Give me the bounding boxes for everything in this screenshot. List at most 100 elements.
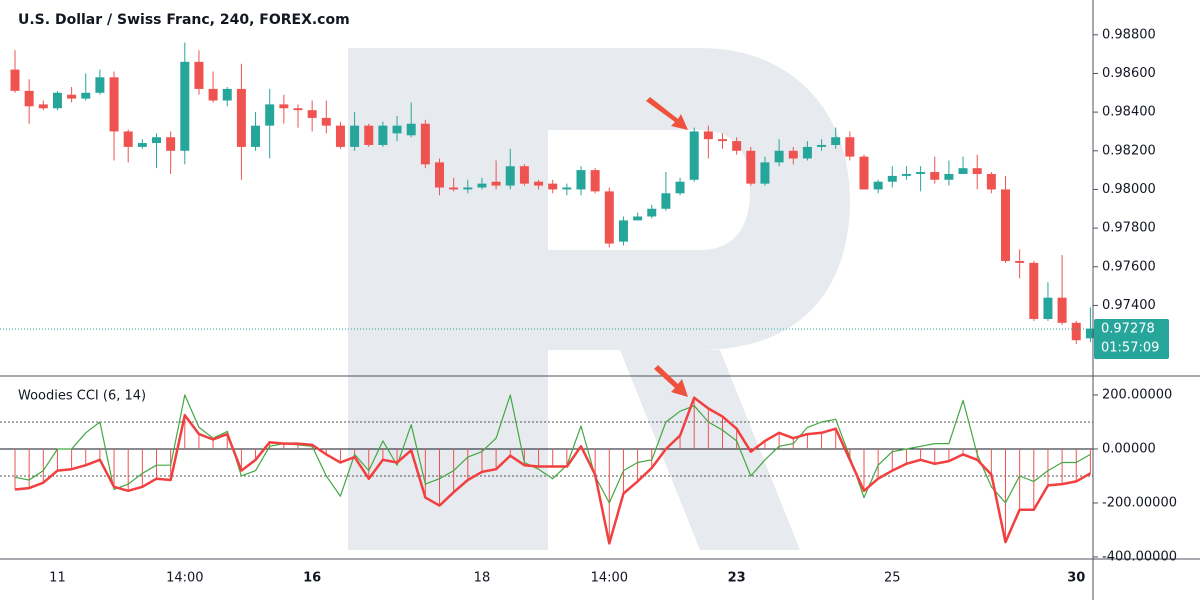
candle-body	[449, 187, 459, 190]
candle-body	[251, 125, 261, 147]
x-tick-label: 25	[884, 571, 901, 586]
x-tick-label: 23	[728, 571, 746, 586]
candle-body	[265, 104, 275, 126]
candle-body	[1085, 328, 1095, 339]
candle-body	[802, 146, 812, 159]
candle-body	[236, 88, 246, 147]
candle-body	[505, 166, 515, 186]
candle-body	[491, 181, 501, 186]
x-tick-label: 14:00	[591, 571, 628, 586]
candle-body	[831, 137, 841, 145]
candle-body	[1057, 297, 1067, 323]
candle-body	[746, 150, 756, 184]
candle-body	[166, 137, 176, 151]
candle-body	[364, 125, 374, 145]
candle-body	[208, 88, 218, 101]
candle-body	[279, 104, 289, 109]
cci-line	[14, 394, 1091, 504]
candle-body	[406, 123, 416, 136]
candle-body	[887, 175, 897, 182]
candle-body	[67, 94, 77, 99]
y-tick-label: 0.97800	[1102, 221, 1156, 236]
candle-body	[378, 125, 388, 145]
candle-body	[137, 143, 147, 147]
candle-body	[420, 123, 430, 165]
candle-body	[703, 131, 713, 140]
y-tick-label: 200.00000	[1102, 388, 1172, 403]
countdown-label: 01:57:09	[1101, 340, 1159, 355]
candle-body	[604, 191, 614, 244]
candle-body	[788, 150, 798, 159]
watermark	[348, 48, 850, 550]
x-tick-label: 16	[303, 571, 321, 586]
candle-body	[958, 168, 968, 174]
x-tick-label: 11	[49, 571, 66, 586]
y-tick-label: 0.98400	[1102, 105, 1156, 120]
arrow	[646, 97, 688, 130]
candle-body	[534, 181, 544, 186]
candle-body	[986, 173, 996, 190]
candle-body	[647, 208, 657, 217]
x-tick-label: 18	[474, 571, 491, 586]
candle-body	[350, 125, 360, 147]
candle-body	[222, 88, 232, 101]
arrows	[646, 97, 688, 397]
candle-body	[194, 61, 204, 89]
candle-body	[916, 172, 926, 174]
candle-body	[335, 125, 345, 147]
candle-body	[1043, 297, 1053, 319]
x-tick-label: 30	[1067, 571, 1085, 586]
candle-body	[633, 216, 643, 221]
y-tick-label: 0.98800	[1102, 27, 1156, 42]
candle-body	[845, 137, 855, 157]
candle-body	[859, 156, 869, 190]
y-tick-label: 0.98000	[1102, 182, 1156, 197]
candle-body	[95, 77, 105, 93]
x-tick-label: 14:00	[166, 571, 203, 586]
candle-body	[873, 181, 883, 190]
candle-body	[152, 137, 161, 144]
candle-body	[774, 150, 784, 163]
candle-body	[548, 183, 558, 190]
last-price-box	[1094, 318, 1169, 359]
y-tick-label: 0.97400	[1102, 298, 1156, 313]
candle-body	[689, 131, 699, 180]
y-tick-label: 0.98200	[1102, 143, 1156, 158]
candle-body	[109, 77, 119, 132]
candle-body	[123, 131, 133, 147]
candle-body	[392, 125, 402, 134]
y-tick-label: 0.00000	[1102, 441, 1156, 456]
y-tick-label: -400.00000	[1102, 549, 1177, 564]
cci-line	[14, 396, 1092, 545]
plot-area	[0, 42, 1095, 545]
candle-body	[732, 141, 742, 151]
candle-body	[944, 173, 954, 180]
candle-body	[1015, 260, 1025, 263]
indicator-title: Woodies CCI (6, 14)	[18, 389, 146, 404]
candle-body	[562, 187, 572, 190]
candle-body	[590, 170, 600, 192]
candle-body	[1071, 322, 1081, 341]
candle-body	[817, 144, 827, 147]
candle-body	[435, 162, 444, 188]
y-tick-label: -200.00000	[1102, 495, 1177, 510]
candle-body	[10, 69, 20, 91]
last-price-label: 0.97278	[1101, 321, 1155, 336]
candle-body	[293, 108, 303, 111]
candle-body	[1029, 262, 1039, 319]
candle-body	[901, 173, 911, 176]
candle-body	[24, 90, 34, 107]
candle-body	[307, 110, 317, 118]
arrow	[654, 365, 688, 397]
candle-body	[1001, 189, 1010, 261]
candle-body	[760, 162, 770, 184]
candle-body	[718, 139, 727, 142]
chart-title: U.S. Dollar / Swiss Franc, 240, FOREX.co…	[18, 12, 350, 28]
candle-body	[972, 168, 982, 174]
candle-body	[519, 166, 529, 184]
candle-body	[618, 220, 628, 242]
y-tick-label: 0.97600	[1102, 259, 1156, 274]
candle-body	[81, 92, 91, 99]
candle-body	[463, 187, 473, 190]
